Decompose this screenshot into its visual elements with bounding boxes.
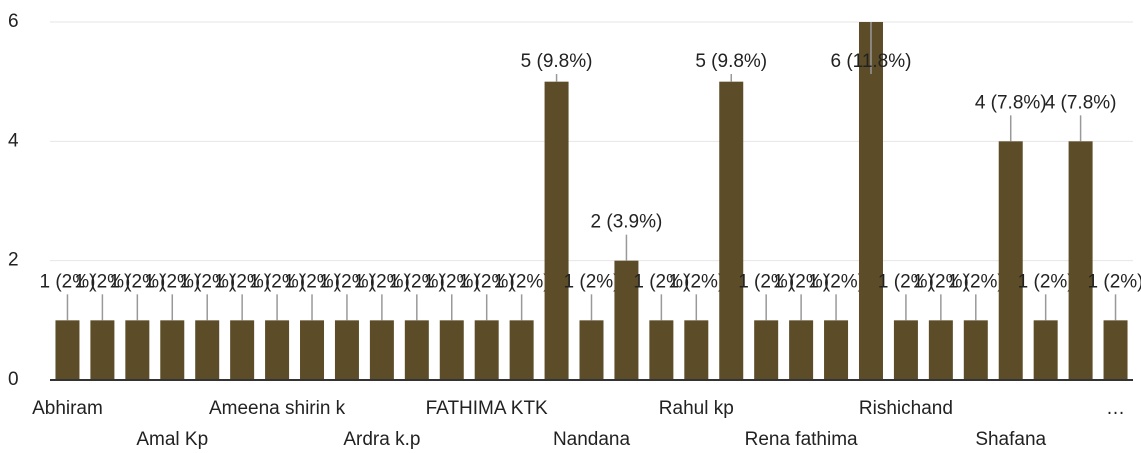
data-label: 1 (2%)	[284, 271, 340, 292]
y-tick-label: 2	[8, 250, 19, 271]
bar	[789, 320, 814, 380]
bar	[55, 320, 80, 380]
bar	[334, 320, 359, 380]
bar	[230, 320, 255, 380]
data-label: 1 (2%)	[564, 271, 620, 292]
data-label: 1 (2%)	[319, 271, 375, 292]
data-label: 1 (2%)	[1088, 271, 1141, 292]
bar	[893, 320, 918, 380]
bar	[998, 141, 1023, 380]
x-tick-label: Rahul kp	[659, 398, 734, 419]
bar	[1068, 141, 1093, 380]
data-label: 1 (2%)	[249, 271, 305, 292]
x-tick-label: Ameena shirin k	[209, 398, 346, 419]
bar	[160, 320, 185, 380]
data-label: 6 (11.8%)	[830, 51, 911, 72]
bar	[439, 320, 464, 380]
data-label: 1 (2%)	[214, 271, 270, 292]
x-tick-label: Shafana	[975, 429, 1046, 450]
data-label: 5 (9.8%)	[695, 51, 767, 72]
bar	[684, 320, 709, 380]
bar	[928, 320, 953, 380]
data-label: 1 (2%)	[913, 271, 969, 292]
bar	[963, 320, 988, 380]
data-label: 2 (3.9%)	[591, 212, 663, 233]
bar	[614, 260, 639, 380]
data-label: 1 (2%)	[109, 271, 165, 292]
x-tick-label: Abhiram	[32, 398, 103, 419]
data-label: 1 (2%)	[738, 271, 794, 292]
data-label: 1 (2%)	[389, 271, 445, 292]
y-tick-label: 4	[8, 130, 19, 151]
data-label: 1 (2%)	[878, 271, 934, 292]
data-label: 1 (2%)	[424, 271, 480, 292]
data-label: 1 (2%)	[354, 271, 410, 292]
bar	[754, 320, 779, 380]
data-label: 1 (2%)	[179, 271, 235, 292]
x-tick-label: Ardra k.p	[343, 429, 420, 450]
data-label: 1 (2%)	[668, 271, 724, 292]
x-tick-label: FATHIMA KTK	[426, 398, 548, 419]
bar	[858, 22, 883, 380]
bar	[824, 320, 849, 380]
data-label: 1 (2%)	[39, 271, 95, 292]
bar	[649, 320, 674, 380]
data-label: 1 (2%)	[948, 271, 1004, 292]
bar	[579, 320, 604, 380]
data-label: 4 (7.8%)	[1045, 92, 1117, 113]
data-label: 1 (2%)	[144, 271, 200, 292]
data-label: 1 (2%)	[494, 271, 550, 292]
bar	[300, 320, 325, 380]
bar	[1033, 320, 1058, 380]
x-tick-label: …	[1106, 398, 1125, 419]
y-tick-label: 0	[8, 369, 19, 390]
bar	[265, 320, 290, 380]
bar	[369, 320, 394, 380]
bar	[474, 320, 499, 380]
y-tick-label: 6	[8, 11, 19, 32]
data-label: 5 (9.8%)	[521, 51, 593, 72]
bar	[719, 81, 744, 381]
data-label: 1 (2%)	[459, 271, 515, 292]
bar	[195, 320, 220, 380]
x-tick-label: Amal Kp	[136, 429, 208, 450]
bar	[1103, 320, 1128, 380]
bar	[90, 320, 115, 380]
data-label: 1 (2%)	[633, 271, 689, 292]
data-label: 1 (2%)	[808, 271, 864, 292]
x-tick-label: Rishichand	[859, 398, 953, 419]
data-label: 1 (2%)	[1018, 271, 1074, 292]
bar	[509, 320, 534, 380]
x-tick-label: Nandana	[553, 429, 631, 450]
bar	[125, 320, 150, 380]
data-label: 4 (7.8%)	[975, 92, 1047, 113]
bar	[404, 320, 429, 380]
data-label: 1 (2%)	[773, 271, 829, 292]
data-label: 1 (2%)	[74, 271, 130, 292]
bar	[544, 81, 569, 381]
x-tick-label: Rena fathima	[745, 429, 858, 450]
